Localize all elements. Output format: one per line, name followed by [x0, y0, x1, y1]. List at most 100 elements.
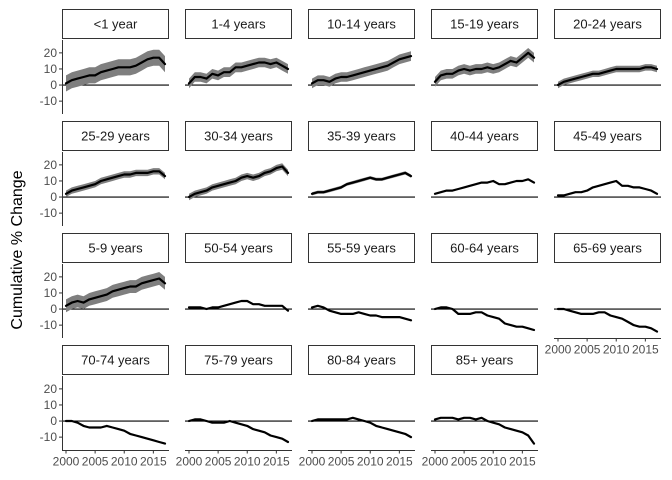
facet-panel: 60-64 years [431, 233, 538, 332]
series-line [187, 61, 290, 85]
y-axis-label: Cumulative % Change [9, 170, 26, 329]
facet-label: 5-9 years [88, 241, 143, 256]
facet-strip [431, 9, 538, 39]
facet-panel: 25-29 years -10 0 10 20 [40, 121, 169, 226]
series-line [556, 307, 659, 333]
series-line [64, 56, 167, 85]
facet-strip [185, 345, 292, 375]
facet-label: 40-44 years [450, 129, 519, 144]
series-line [310, 416, 413, 439]
facet-panel: 85+ years 2000 2005 2010 2015 [422, 345, 538, 469]
y-tick-label: 20 [44, 158, 58, 172]
x-tick-label: 2015 [632, 343, 659, 357]
y-tick-label: -10 [40, 206, 58, 220]
facet-panel: 70-74 years -10 0 10 20 2000 2005 2010 2015 [40, 345, 169, 469]
facet-strip [62, 345, 169, 375]
y-tick-label: 20 [44, 270, 58, 284]
x-tick-label: 2005 [451, 455, 478, 469]
x-tick-label: 2015 [140, 455, 167, 469]
facet-label: 70-74 years [81, 353, 150, 368]
x-tick-label: 2005 [205, 455, 232, 469]
confidence-ribbon [558, 64, 657, 89]
facet-panel: 20-24 years [554, 9, 661, 89]
series-line [556, 66, 659, 87]
y-tick-label: 0 [50, 302, 57, 316]
y-tick-label: 0 [50, 190, 57, 204]
x-tick-label: 2010 [234, 455, 261, 469]
facet-panel: 30-34 years [185, 121, 292, 201]
series-line [433, 178, 536, 195]
y-tick-label: 0 [50, 78, 57, 92]
facet-label: 65-69 years [573, 241, 642, 256]
x-tick-label: 2010 [480, 455, 507, 469]
facet-label: 30-34 years [204, 129, 273, 144]
facet-panel: 15-19 years [431, 9, 538, 87]
facet-label: 50-54 years [204, 241, 273, 256]
facet-strip [308, 233, 415, 263]
facet-label: 10-14 years [327, 17, 396, 32]
facet-panel: <1 year -10 0 10 20 [40, 9, 169, 114]
facet-label: 85+ years [456, 353, 514, 368]
series-line [556, 179, 659, 197]
facet-panel: 45-49 years [554, 121, 661, 198]
y-tick-label: 10 [44, 174, 58, 188]
facet-panel: 5-9 years -10 0 10 20 [40, 233, 169, 338]
confidence-ribbon [66, 272, 165, 313]
facet-strip [431, 345, 538, 375]
confidence-ribbon [66, 168, 165, 197]
facet-panel: 40-44 years [431, 121, 538, 198]
facet-panel: 50-54 years [185, 233, 292, 312]
series-line [64, 419, 167, 445]
facet-strip [431, 121, 538, 151]
facet-panel: 55-59 years [308, 233, 415, 322]
series-line [310, 304, 413, 322]
x-tick-label: 2010 [357, 455, 384, 469]
facet-label: 20-24 years [573, 17, 642, 32]
x-tick-label: 2015 [263, 455, 290, 469]
facet-strip [185, 9, 292, 39]
y-tick-label: -10 [40, 318, 58, 332]
y-tick-label: 10 [44, 62, 58, 76]
x-tick-label: 2015 [386, 455, 413, 469]
y-tick-label: 20 [44, 46, 58, 60]
x-tick-label: 2000 [299, 455, 326, 469]
facet-strip [431, 233, 538, 263]
y-tick-label: -10 [40, 430, 58, 444]
facet-strip [185, 233, 292, 263]
facet-panel: 1-4 years [185, 9, 292, 89]
facet-panel: 75-79 years 2000 2005 2010 2015 [176, 345, 292, 469]
x-tick-label: 2010 [603, 343, 630, 357]
confidence-ribbon [312, 51, 411, 89]
x-tick-label: 2005 [328, 455, 355, 469]
x-tick-label: 2000 [422, 455, 449, 469]
series-line [187, 418, 290, 444]
x-tick-label: 2005 [82, 455, 109, 469]
y-tick-label: 20 [44, 382, 58, 396]
series-line [433, 306, 536, 332]
x-tick-label: 2000 [545, 343, 572, 357]
x-tick-label: 2000 [176, 455, 203, 469]
facet-strip [308, 121, 415, 151]
series-line [433, 416, 536, 445]
facet-label: 25-29 years [81, 129, 150, 144]
facet-strip [62, 9, 169, 39]
facet-panel: 80-84 years 2000 2005 2010 2015 [299, 345, 415, 469]
facet-strip [308, 345, 415, 375]
series-line [187, 165, 290, 199]
facet-strip [554, 9, 661, 39]
facet-label: 1-4 years [211, 17, 266, 32]
facet-label: 75-79 years [204, 353, 273, 368]
facet-panel: 35-39 years [308, 121, 415, 198]
confidence-ribbon [189, 57, 288, 89]
series-line [187, 299, 290, 312]
facet-label: 15-19 years [450, 17, 519, 32]
series-line [64, 277, 167, 307]
facet-label: 60-64 years [450, 241, 519, 256]
x-tick-label: 2000 [53, 455, 80, 469]
series-line [310, 171, 413, 195]
y-tick-label: 10 [44, 286, 58, 300]
facet-strip [62, 121, 169, 151]
series-line [64, 170, 167, 195]
facet-panels: <1 year -10 0 10 20 1-4 years 10-14 years 15-19… [40, 9, 661, 469]
